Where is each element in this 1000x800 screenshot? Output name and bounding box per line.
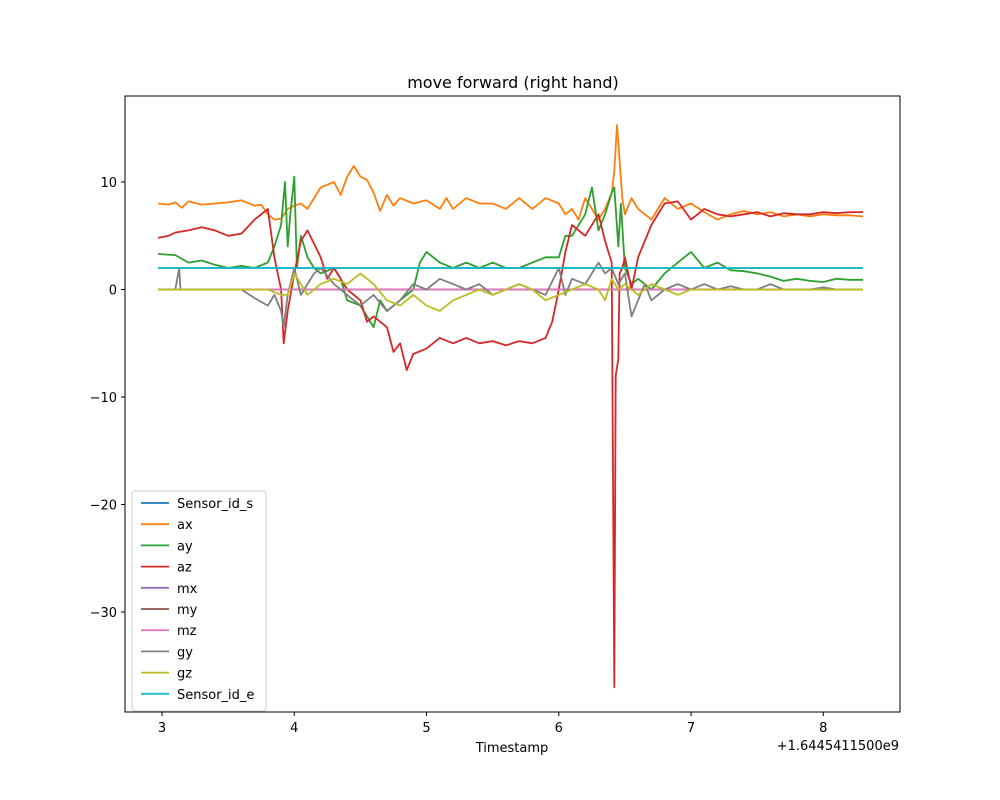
- legend-label: mz: [177, 624, 197, 639]
- x-tick-label: 5: [422, 721, 430, 736]
- y-tick-label: 10: [100, 176, 117, 191]
- chart-title: move forward (right hand): [407, 73, 619, 92]
- x-tick-label: 7: [687, 721, 695, 736]
- series-layer: [157, 124, 864, 689]
- legend-label: gz: [177, 667, 192, 682]
- legend-label: mx: [177, 582, 198, 597]
- y-tick-label: −10: [90, 391, 117, 406]
- x-tick-label: 8: [819, 721, 827, 736]
- legend-label: az: [177, 561, 192, 576]
- legend-label: Sensor_id_s: [177, 497, 253, 512]
- x-tick-label: 6: [555, 721, 563, 736]
- y-tick-label: −20: [90, 499, 117, 514]
- x-axis-label: Timestamp: [475, 741, 549, 756]
- x-axis-offset-text: +1.6445411500e9: [777, 739, 899, 754]
- y-tick-label: 0: [109, 284, 117, 299]
- x-tick-label: 3: [158, 721, 166, 736]
- plot-frame: [124, 95, 901, 713]
- legend-label: Sensor_id_e: [177, 688, 254, 703]
- legend-label: ay: [177, 539, 193, 554]
- legend-label: gy: [177, 645, 193, 660]
- series-line-gz: [158, 272, 863, 312]
- x-tick-label: 4: [290, 721, 298, 736]
- y-tick-label: −30: [90, 606, 117, 621]
- series-line-ay: [158, 175, 863, 329]
- legend-label: my: [177, 603, 198, 618]
- legend-label: ax: [177, 518, 193, 533]
- legend: Sensor_id_sax ay az mx my mz gy gz Sensor_id_e: [131, 490, 267, 712]
- series-line-ax: [158, 124, 864, 221]
- y-axis: 10 0 −10 −20 −30: [90, 176, 125, 621]
- x-axis: 3 4 5 6 7 8: [158, 712, 827, 736]
